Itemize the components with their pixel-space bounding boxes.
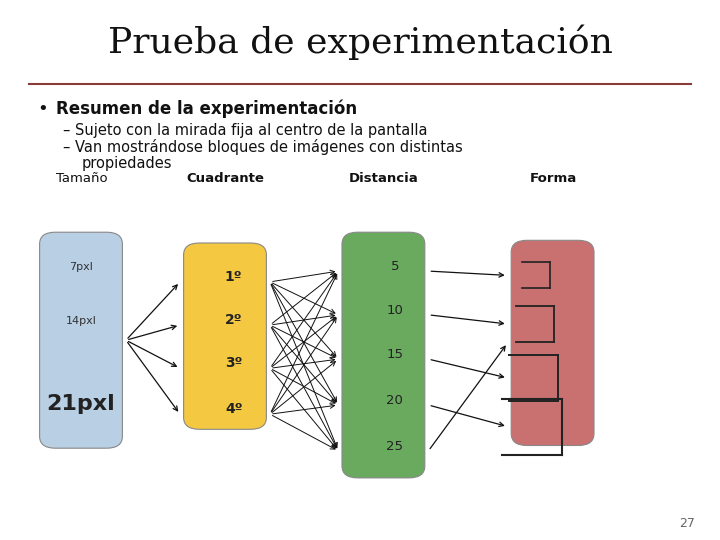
Text: Distancia: Distancia bbox=[349, 172, 418, 185]
Text: 25: 25 bbox=[387, 440, 403, 453]
Text: 14pxl: 14pxl bbox=[66, 316, 96, 326]
Text: 10: 10 bbox=[387, 304, 403, 317]
Text: Tamaño: Tamaño bbox=[55, 172, 107, 185]
FancyBboxPatch shape bbox=[511, 240, 594, 446]
Text: Cuadrante: Cuadrante bbox=[186, 172, 264, 185]
Text: Prueba de experimentación: Prueba de experimentación bbox=[107, 24, 613, 60]
Text: – Van mostrándose bloques de imágenes con distintas: – Van mostrándose bloques de imágenes co… bbox=[63, 139, 463, 156]
FancyBboxPatch shape bbox=[184, 243, 266, 429]
Text: Resumen de la experimentación: Resumen de la experimentación bbox=[56, 100, 357, 118]
Text: 7pxl: 7pxl bbox=[69, 262, 93, 272]
Text: 5: 5 bbox=[391, 260, 399, 273]
Text: – Sujeto con la mirada fija al centro de la pantalla: – Sujeto con la mirada fija al centro de… bbox=[63, 123, 428, 138]
Text: 4º: 4º bbox=[225, 402, 243, 416]
Text: 1º: 1º bbox=[225, 270, 243, 284]
Text: 27: 27 bbox=[679, 517, 695, 530]
Text: 3º: 3º bbox=[225, 356, 243, 370]
Text: •: • bbox=[37, 100, 48, 118]
FancyBboxPatch shape bbox=[342, 232, 425, 478]
Text: propiedades: propiedades bbox=[81, 156, 172, 171]
Text: Forma: Forma bbox=[529, 172, 577, 185]
FancyBboxPatch shape bbox=[40, 232, 122, 448]
Text: 15: 15 bbox=[387, 348, 403, 361]
Text: 21pxl: 21pxl bbox=[47, 394, 115, 414]
Text: 20: 20 bbox=[387, 394, 403, 407]
Text: 2º: 2º bbox=[225, 313, 243, 327]
